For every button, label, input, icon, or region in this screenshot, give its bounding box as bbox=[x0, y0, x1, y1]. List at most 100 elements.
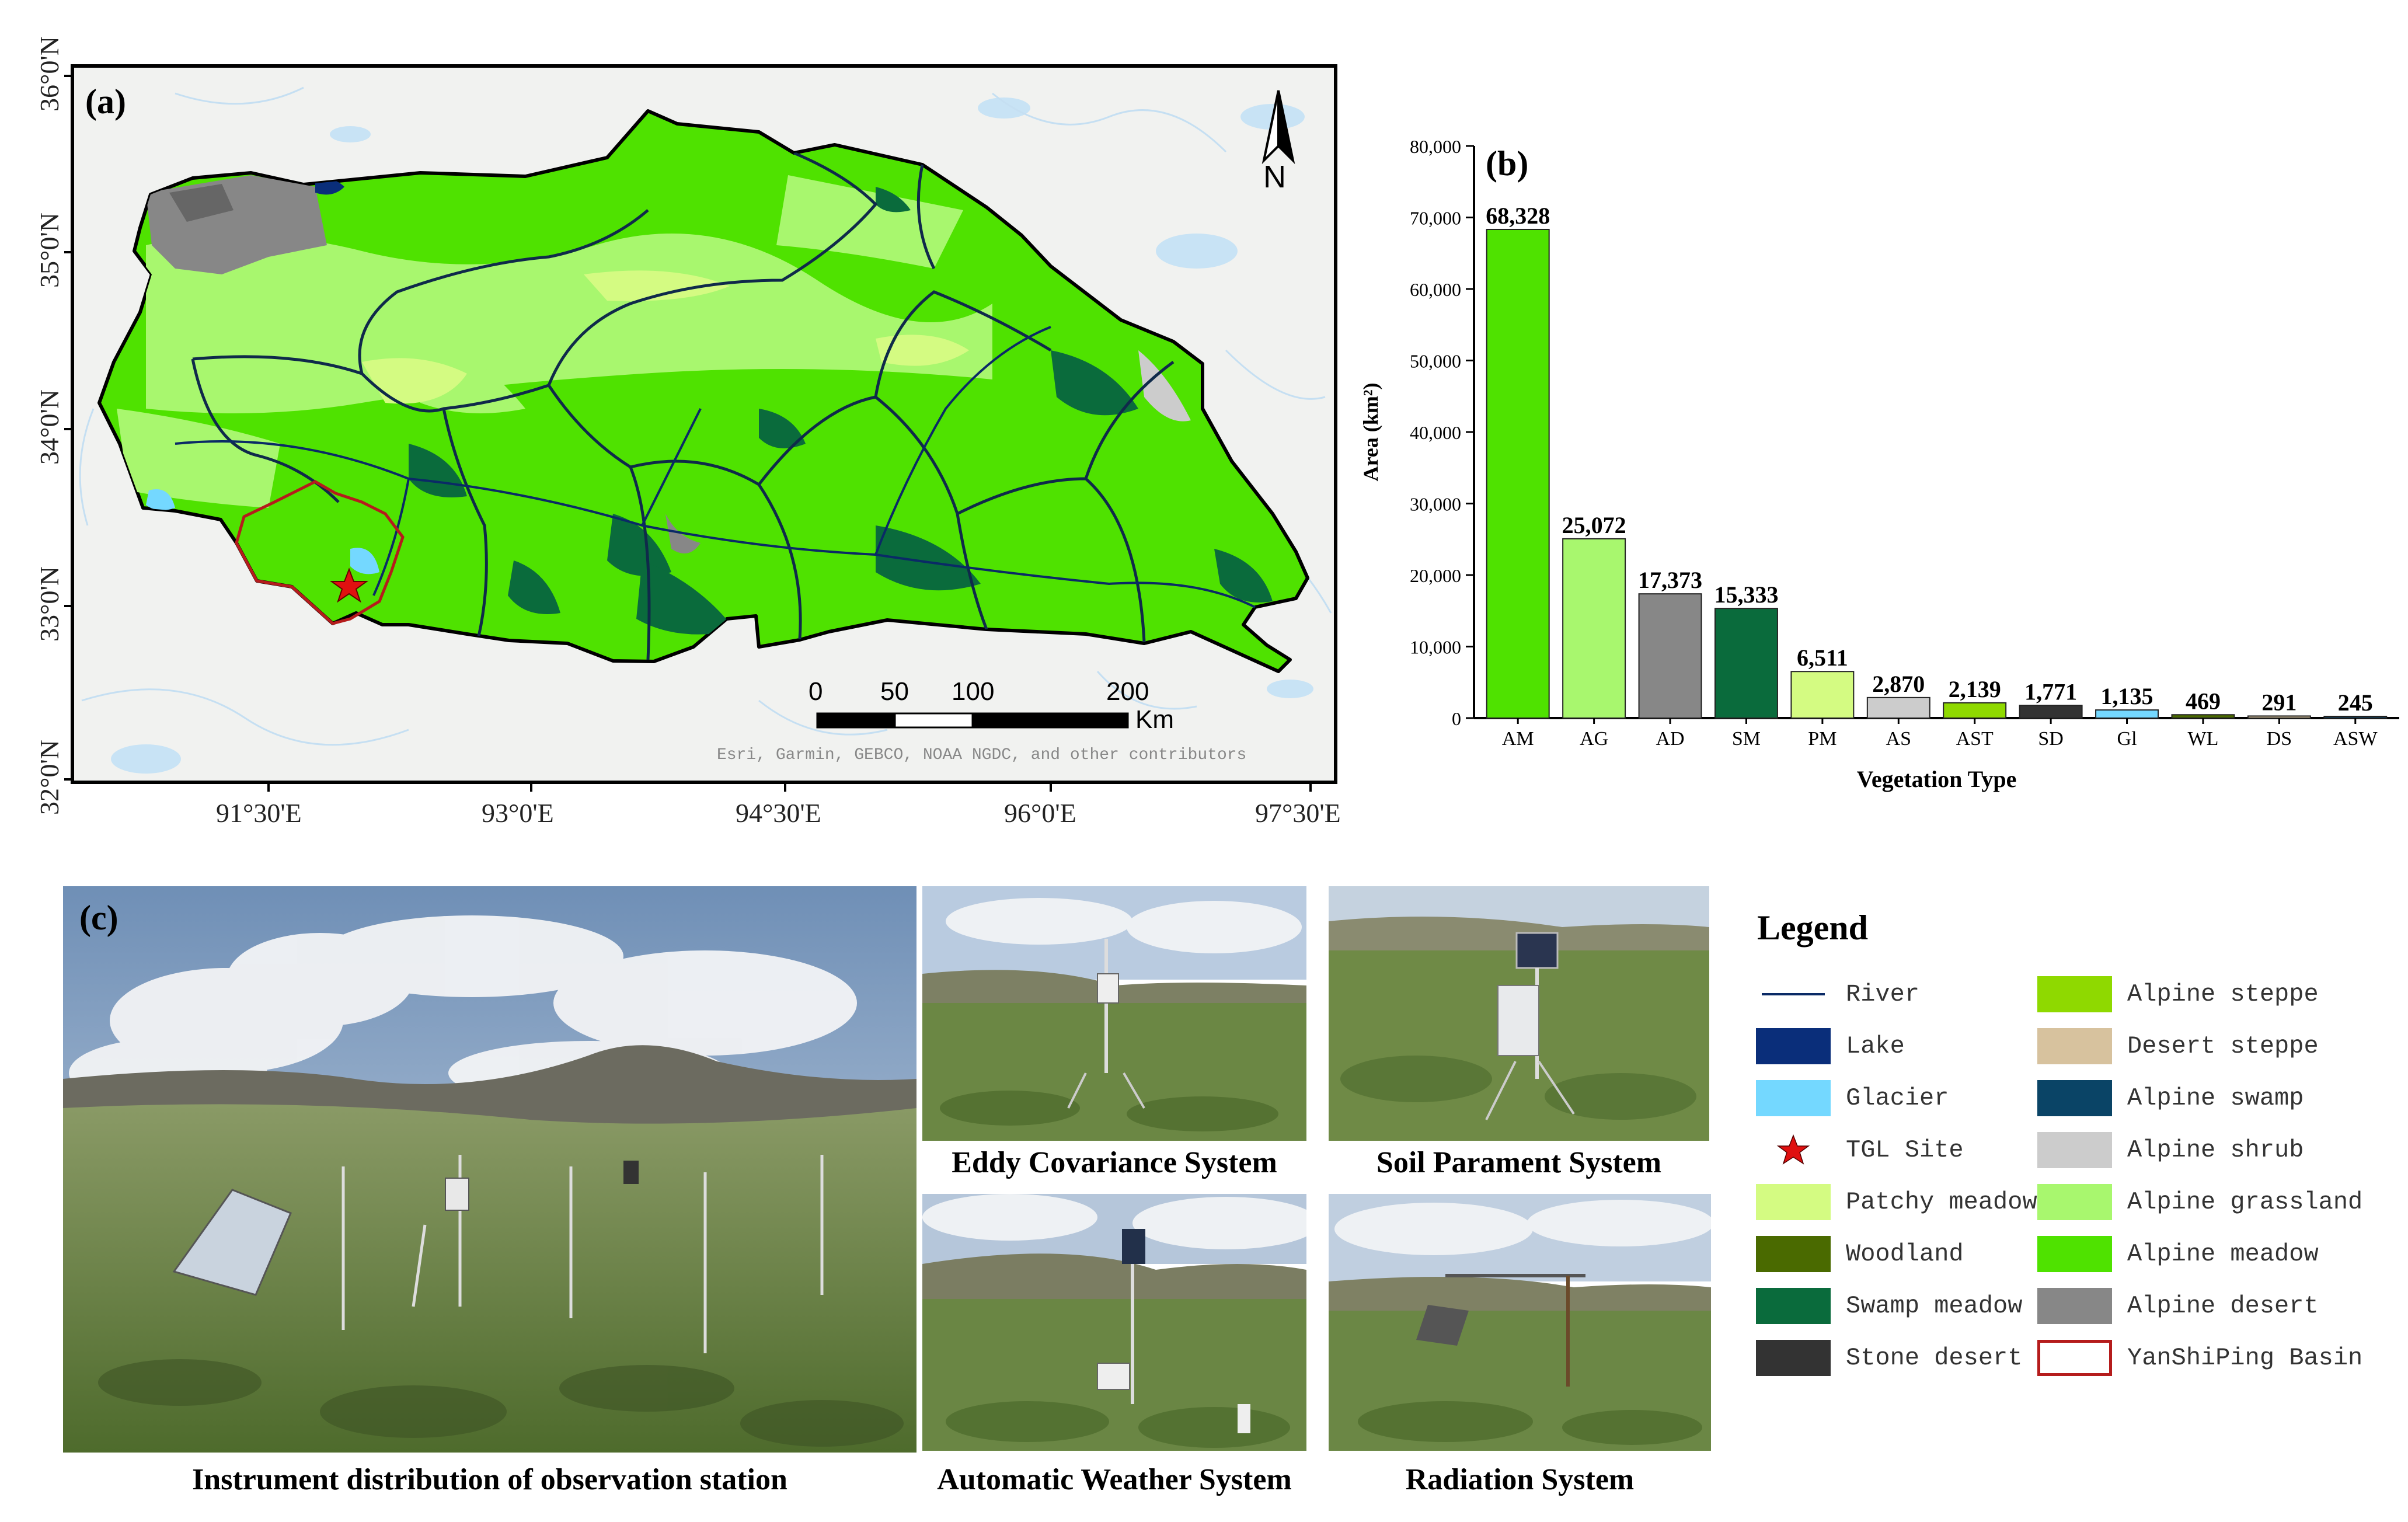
x-tick-label: SM bbox=[1732, 728, 1761, 750]
legend-swatch bbox=[2037, 976, 2112, 1012]
panel-label-b: (b) bbox=[1486, 144, 1528, 183]
scale-tick-label: 0 bbox=[809, 677, 823, 706]
legend-item: Patchy meadow bbox=[1756, 1183, 2037, 1221]
y-tick-label: 30,000 bbox=[1410, 494, 1461, 515]
caption-eddy-covariance: Eddy Covariance System bbox=[952, 1146, 1277, 1179]
legend-swatch bbox=[1756, 1236, 1831, 1272]
bar-value-label: 25,072 bbox=[1562, 512, 1626, 538]
scale-unit: Km bbox=[1135, 705, 1174, 734]
legend-label: Lake bbox=[1846, 1032, 1905, 1060]
bar-value-label: 2,870 bbox=[1872, 671, 1925, 697]
y-axis-title: Area (km²) bbox=[1359, 382, 1382, 481]
photo-soil-parameter bbox=[1329, 886, 1709, 1141]
bar-value-label: 291 bbox=[2261, 689, 2297, 715]
legend-item: Alpine swamp bbox=[2037, 1079, 2304, 1117]
bar-value-label: 6,511 bbox=[1797, 645, 1848, 671]
north-label: N bbox=[1263, 159, 1286, 194]
photo-instrument-distribution bbox=[63, 886, 916, 1453]
legend-label: Alpine shrub bbox=[2127, 1136, 2304, 1164]
x-tick-label: PM bbox=[1808, 728, 1837, 750]
legend-label: Stone desert bbox=[1846, 1344, 2023, 1372]
y-tick-label: 20,000 bbox=[1410, 565, 1461, 586]
scale-bar bbox=[816, 712, 1129, 729]
legend-swatch bbox=[1756, 1288, 1831, 1324]
legend-item: Alpine steppe bbox=[2037, 975, 2319, 1013]
caption-instrument-distribution: Instrument distribution of observation s… bbox=[192, 1463, 787, 1496]
legend-item: Alpine desert bbox=[2037, 1287, 2319, 1325]
bar-value-label: 469 bbox=[2186, 688, 2221, 714]
legend-label: Swamp meadow bbox=[1846, 1292, 2023, 1320]
vegetation-bar-chart: 0 10,000 20,000 30,000 40,000 50,000 60,000 70,… bbox=[1359, 136, 2399, 792]
lon-label: 97°30'E bbox=[1255, 798, 1341, 828]
yanshiping-basin-outline bbox=[235, 480, 405, 625]
lon-label: 91°30'E bbox=[216, 798, 302, 828]
legend-label: Desert steppe bbox=[2127, 1032, 2319, 1060]
bar-value-label: 68,328 bbox=[1486, 203, 1550, 229]
legend-item: Glacier bbox=[1756, 1079, 1949, 1117]
legend-label: Alpine meadow bbox=[2127, 1240, 2319, 1268]
lon-label: 96°0'E bbox=[1004, 798, 1076, 828]
bar bbox=[2095, 709, 2159, 719]
y-tick-label: 0 bbox=[1452, 708, 1461, 729]
bar-value-label: 245 bbox=[2338, 689, 2373, 716]
legend-swatch bbox=[2037, 1184, 2112, 1220]
legend-label: YanShiPing Basin bbox=[2127, 1344, 2363, 1372]
bar bbox=[2247, 715, 2311, 719]
legend-swatch bbox=[2037, 1236, 2112, 1272]
legend-label: Patchy meadow bbox=[1846, 1188, 2037, 1216]
y-tick-label: 60,000 bbox=[1410, 279, 1461, 300]
tgl-site-star bbox=[329, 567, 369, 603]
bar-value-label: 17,373 bbox=[1638, 567, 1702, 593]
legend-swatch bbox=[1756, 976, 1831, 1012]
legend-label: Alpine swamp bbox=[2127, 1084, 2304, 1112]
scale-tick-label: 50 bbox=[880, 677, 909, 706]
legend-label: River bbox=[1846, 980, 1920, 1008]
legend-item: Stone desert bbox=[1756, 1339, 2022, 1377]
photo-eddy-covariance bbox=[922, 886, 1306, 1141]
bar bbox=[1866, 696, 1930, 719]
bar bbox=[1943, 702, 2007, 719]
bar-value-label: 1,135 bbox=[2101, 683, 2153, 709]
x-tick-label: ASW bbox=[2333, 728, 2378, 750]
legend-swatch bbox=[2037, 1028, 2112, 1064]
legend-swatch bbox=[1756, 1184, 1831, 1220]
bar bbox=[1714, 608, 1778, 719]
bar bbox=[2019, 705, 2083, 719]
legend-item: YanShiPing Basin bbox=[2037, 1339, 2362, 1377]
x-tick-label: SD bbox=[2038, 728, 2063, 750]
x-tick-label: WL bbox=[2188, 728, 2219, 750]
photo-radiation bbox=[1329, 1194, 1711, 1451]
photo-automatic-weather bbox=[922, 1194, 1306, 1451]
caption-radiation: Radiation System bbox=[1405, 1463, 1635, 1496]
map-panel: 36°0'N 35°0'N 34°0'N 33°0'N 32°0'N 91°30… bbox=[0, 0, 1378, 841]
legend-swatch bbox=[2037, 1340, 2112, 1376]
legend-item: Swamp meadow bbox=[1756, 1287, 2022, 1325]
legend-swatch bbox=[1756, 1340, 1831, 1376]
legend-swatch bbox=[2037, 1132, 2112, 1168]
lon-label: 94°30'E bbox=[736, 798, 821, 828]
legend-item: Lake bbox=[1756, 1027, 1905, 1065]
x-tick-label: AS bbox=[1886, 728, 1911, 750]
y-tick-label: 40,000 bbox=[1410, 422, 1461, 443]
north-arrow-icon bbox=[1262, 90, 1295, 165]
legend-item: Woodland bbox=[1756, 1235, 1964, 1273]
legend-item: Alpine meadow bbox=[2037, 1235, 2319, 1273]
bar bbox=[1638, 593, 1702, 719]
x-tick-label: Gl bbox=[2117, 728, 2137, 750]
map-attribution: Esri, Garmin, GEBCO, NOAA NGDC, and othe… bbox=[717, 746, 1247, 764]
y-tick-label: 10,000 bbox=[1410, 637, 1461, 658]
y-tick-label: 50,000 bbox=[1410, 351, 1461, 372]
bar-value-label: 2,139 bbox=[1949, 676, 2001, 702]
x-tick-label: AST bbox=[1956, 728, 1994, 750]
bar-value-label: 1,771 bbox=[2024, 678, 2077, 705]
bar bbox=[1790, 671, 1855, 719]
legend-label: Alpine grassland bbox=[2127, 1188, 2363, 1216]
star-icon bbox=[1756, 1132, 1831, 1168]
lon-label: 93°0'E bbox=[482, 798, 554, 828]
legend-item: Alpine shrub bbox=[2037, 1131, 2304, 1169]
legend-item: Desert steppe bbox=[2037, 1027, 2319, 1065]
bar-value-label: 15,333 bbox=[1714, 581, 1778, 608]
map-frame bbox=[64, 64, 1337, 792]
legend-swatch bbox=[2037, 1288, 2112, 1324]
y-tick-label: 70,000 bbox=[1410, 208, 1461, 229]
